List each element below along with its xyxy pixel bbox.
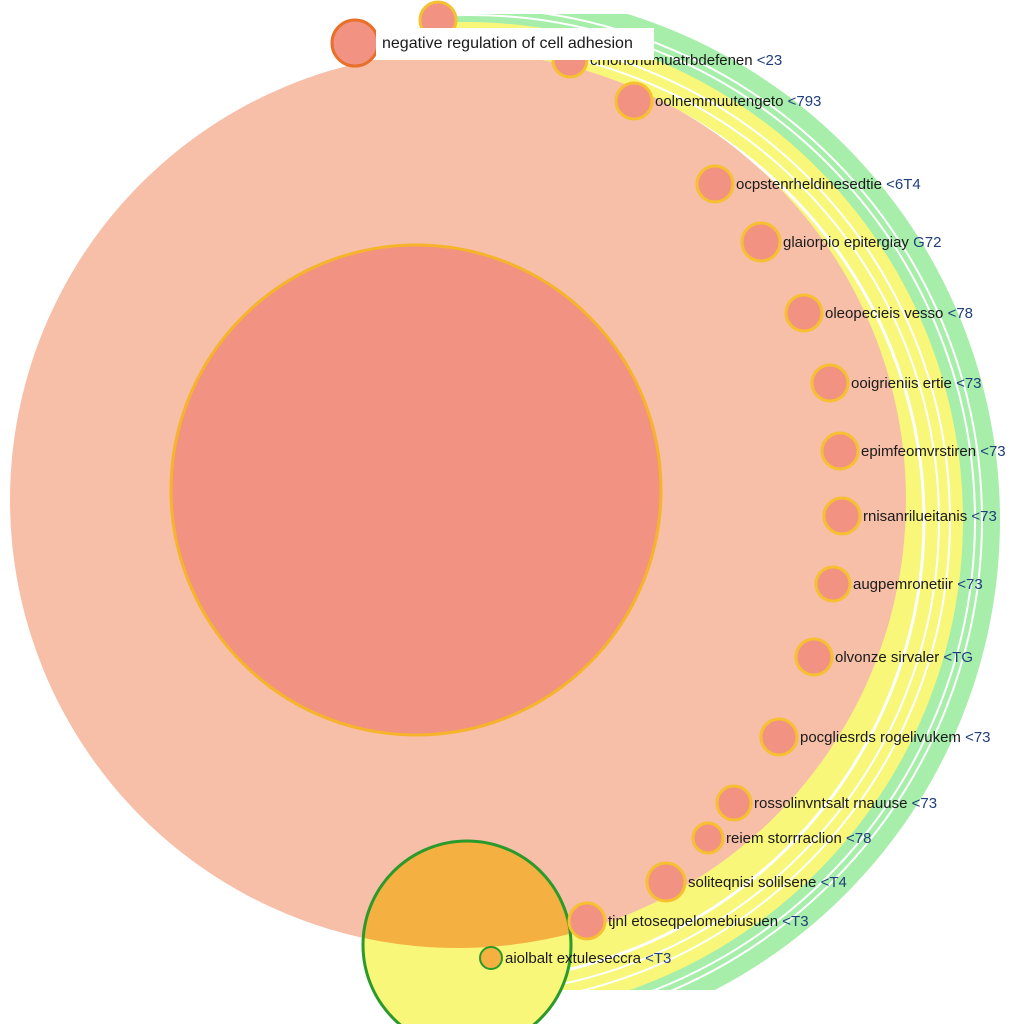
title-node[interactable] <box>330 18 380 68</box>
term-node[interactable]: olvonze sirvaler <TG <box>794 637 973 677</box>
title-label-box: negative regulation of cell adhesion <box>376 28 654 60</box>
term-node[interactable]: oolnemmuutengeto <793 <box>614 81 821 121</box>
term-node-label: rossolinvntsalt rnauuse <73 <box>754 795 937 812</box>
term-node[interactable]: aiolbalt extuleseccra <T3 <box>479 946 671 970</box>
term-node-circle[interactable] <box>740 221 782 263</box>
term-node-circle[interactable] <box>645 861 687 903</box>
term-node[interactable]: ocpstenrheldinesedtie <6T4 <box>695 164 921 204</box>
term-node[interactable]: glaiorpio epitergiay G72 <box>740 221 941 263</box>
term-node-circle[interactable] <box>794 637 834 677</box>
term-node-circle[interactable] <box>784 293 824 333</box>
term-node[interactable]: tjnl etoseqpelomebiusuen <T3 <box>567 901 809 941</box>
term-node-label: epimfeomvrstiren <73 <box>861 443 1006 460</box>
diagram-title: negative regulation of cell adhesion <box>382 35 633 52</box>
term-node[interactable]: ooigrieniis ertie <73 <box>810 363 982 403</box>
term-node-circle[interactable] <box>691 821 725 855</box>
term-node-circle[interactable] <box>820 431 860 471</box>
term-node-label: pocgliesrds rogelivukem <73 <box>800 729 991 746</box>
term-node-count: <T3 <box>645 950 671 967</box>
inner-circle[interactable] <box>169 243 663 737</box>
term-node[interactable]: reiem storrraclion <78 <box>691 821 871 855</box>
term-node-circle[interactable] <box>479 946 503 970</box>
term-node-circle[interactable] <box>822 496 862 536</box>
term-node-label: olvonze sirvaler <TG <box>835 649 973 666</box>
term-node-circle[interactable] <box>814 565 852 603</box>
term-node-count: <T4 <box>821 874 847 891</box>
term-node-count: <73 <box>980 443 1005 460</box>
term-node-count: <73 <box>956 375 981 392</box>
term-node-count: <TG <box>943 649 973 666</box>
term-node[interactable]: rossolinvntsalt rnauuse <73 <box>715 784 937 822</box>
term-node-count: <6T4 <box>886 176 921 193</box>
term-node-count: <73 <box>971 508 996 525</box>
term-node-label: reiem storrraclion <78 <box>726 830 871 847</box>
term-node-circle[interactable] <box>695 164 735 204</box>
term-node-count: G72 <box>913 234 941 251</box>
term-node-count: <793 <box>788 93 822 110</box>
bottom-cluster-circle[interactable] <box>10 52 906 1024</box>
term-node-label: aiolbalt extuleseccra <T3 <box>505 950 671 967</box>
term-node-count: <73 <box>965 729 990 746</box>
term-node-count: <73 <box>957 576 982 593</box>
term-node[interactable]: rnisanrilueitanis <73 <box>822 496 997 536</box>
term-node-circle[interactable] <box>567 901 607 941</box>
term-node-circle[interactable] <box>759 717 799 757</box>
term-node-circle[interactable] <box>715 784 753 822</box>
term-node-count: <T3 <box>782 913 808 930</box>
term-node-count: <23 <box>757 52 782 69</box>
term-node-label: ooigrieniis ertie <73 <box>851 375 982 392</box>
term-node-count: <78 <box>846 830 871 847</box>
term-node[interactable]: augpemronetiir <73 <box>814 565 983 603</box>
term-node-circle[interactable] <box>810 363 850 403</box>
term-node[interactable]: epimfeomvrstiren <73 <box>820 431 1006 471</box>
term-node-label: ocpstenrheldinesedtie <6T4 <box>736 176 921 193</box>
term-node-label: oolnemmuutengeto <793 <box>655 93 821 110</box>
term-node-count: <78 <box>948 305 973 322</box>
term-node-label: soliteqnisi solilsene <T4 <box>688 874 847 891</box>
term-node-label: rnisanrilueitanis <73 <box>863 508 997 525</box>
term-node[interactable]: pocgliesrds rogelivukem <73 <box>759 717 991 757</box>
term-node[interactable]: oleopecieis vesso <78 <box>784 293 973 333</box>
term-node-label: augpemronetiir <73 <box>853 576 983 593</box>
term-node-label: oleopecieis vesso <78 <box>825 305 973 322</box>
term-node-circle[interactable] <box>614 81 654 121</box>
term-node-label: tjnl etoseqpelomebiusuen <T3 <box>608 913 809 930</box>
term-node-label: glaiorpio epitergiay G72 <box>783 234 941 251</box>
term-nodes: cmononumuatrbdefenen <23oolnemmuutengeto… <box>479 41 1006 970</box>
term-node[interactable]: soliteqnisi solilsene <T4 <box>645 861 847 903</box>
term-node-count: <73 <box>912 795 937 812</box>
